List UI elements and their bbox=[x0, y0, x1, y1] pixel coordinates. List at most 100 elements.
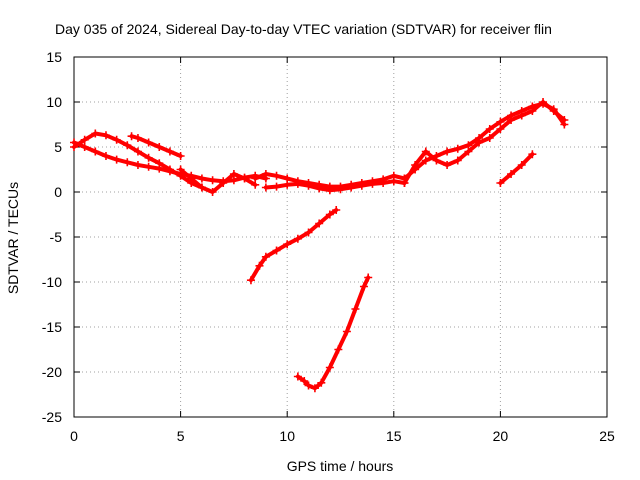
data-point bbox=[507, 170, 516, 178]
data-point bbox=[317, 378, 326, 387]
data-point bbox=[91, 147, 100, 156]
data-point bbox=[443, 161, 452, 169]
data-point bbox=[325, 210, 334, 219]
data-point bbox=[539, 98, 548, 106]
data-point bbox=[133, 161, 142, 169]
data-point bbox=[261, 252, 270, 261]
data-point bbox=[315, 219, 324, 228]
data-point bbox=[133, 134, 142, 142]
y-tick-label: -5 bbox=[50, 229, 63, 245]
y-tick-label: 5 bbox=[54, 139, 62, 155]
y-tick-label: 15 bbox=[46, 49, 62, 65]
data-point bbox=[549, 107, 558, 115]
data-point bbox=[304, 381, 313, 390]
data-point bbox=[133, 147, 142, 156]
data-point bbox=[485, 134, 494, 142]
data-point bbox=[144, 138, 153, 147]
data-point bbox=[300, 377, 309, 385]
data-point bbox=[112, 155, 121, 164]
data-point bbox=[357, 181, 366, 190]
data-point bbox=[517, 111, 526, 120]
data-point bbox=[219, 179, 228, 187]
data-point bbox=[251, 174, 260, 183]
data-point bbox=[432, 156, 441, 165]
y-tick-label: -20 bbox=[42, 364, 62, 380]
data-point bbox=[443, 147, 452, 156]
data-points bbox=[70, 98, 569, 393]
series-track-3 bbox=[127, 132, 185, 160]
data-point bbox=[342, 327, 351, 336]
data-point bbox=[325, 363, 334, 372]
series-trace bbox=[402, 100, 567, 185]
data-point bbox=[560, 116, 569, 124]
data-point bbox=[389, 177, 398, 186]
data-point bbox=[496, 125, 505, 133]
data-point bbox=[336, 185, 345, 194]
y-tick-labels: 15 10 5 0 -5 -10 -15 -20 -25 bbox=[42, 49, 62, 425]
data-point bbox=[283, 240, 292, 249]
data-point bbox=[240, 174, 249, 183]
data-point bbox=[176, 165, 185, 174]
data-point bbox=[368, 179, 377, 188]
data-point bbox=[496, 117, 505, 126]
data-point bbox=[127, 132, 136, 141]
chart-title: Day 035 of 2024, Sidereal Day-to-day VTE… bbox=[55, 21, 552, 37]
data-point bbox=[421, 147, 430, 156]
data-point bbox=[283, 180, 292, 189]
data-point bbox=[496, 179, 505, 187]
data-point bbox=[261, 170, 270, 178]
data-point bbox=[197, 183, 206, 192]
x-tick-label: 15 bbox=[386, 428, 402, 444]
data-point bbox=[421, 156, 430, 165]
data-point bbox=[101, 152, 110, 160]
data-point bbox=[155, 143, 164, 151]
data-point bbox=[208, 176, 217, 185]
grid bbox=[74, 57, 607, 417]
x-tick-label: 5 bbox=[177, 428, 185, 444]
x-axis-title: GPS time / hours bbox=[287, 458, 394, 474]
data-point bbox=[91, 129, 100, 138]
data-point bbox=[165, 165, 174, 174]
data-point bbox=[304, 228, 313, 237]
data-point bbox=[293, 234, 302, 243]
data-point bbox=[80, 135, 89, 144]
series-track-10 bbox=[246, 206, 341, 285]
series-trace bbox=[498, 152, 535, 185]
series-track-8 bbox=[400, 98, 569, 187]
data-point bbox=[293, 372, 302, 381]
series-track-4 bbox=[176, 165, 260, 196]
data-point bbox=[464, 147, 473, 156]
x-tick-label: 0 bbox=[70, 428, 78, 444]
data-point bbox=[261, 183, 270, 192]
data-point bbox=[187, 174, 196, 183]
data-point bbox=[272, 182, 281, 191]
x-tick-label: 20 bbox=[493, 428, 509, 444]
data-point bbox=[517, 161, 526, 169]
y-tick-label: 10 bbox=[46, 94, 62, 110]
data-point bbox=[246, 276, 255, 285]
y-tick-label: -10 bbox=[42, 274, 62, 290]
data-point bbox=[400, 179, 409, 187]
data-point bbox=[208, 188, 217, 196]
data-point bbox=[351, 305, 360, 313]
data-point bbox=[507, 116, 516, 124]
tick-marks bbox=[73, 56, 608, 418]
y-tick-label: -15 bbox=[42, 319, 62, 335]
series-trace bbox=[248, 208, 339, 283]
data-point bbox=[165, 147, 174, 156]
data-point bbox=[528, 150, 537, 159]
y-tick-label: 0 bbox=[54, 184, 62, 200]
data-point bbox=[123, 158, 132, 167]
x-tick-label: 10 bbox=[279, 428, 295, 444]
data-point bbox=[144, 162, 153, 171]
x-tick-labels: 0 5 10 15 20 25 bbox=[70, 428, 615, 444]
y-axis-title: SDTVAR / TECUs bbox=[5, 182, 21, 294]
data-point bbox=[197, 174, 206, 183]
data-point bbox=[359, 282, 368, 291]
data-point bbox=[364, 273, 373, 282]
data-point bbox=[315, 184, 324, 193]
data-point bbox=[379, 179, 388, 187]
data-point bbox=[310, 384, 319, 393]
data-point bbox=[144, 153, 153, 162]
